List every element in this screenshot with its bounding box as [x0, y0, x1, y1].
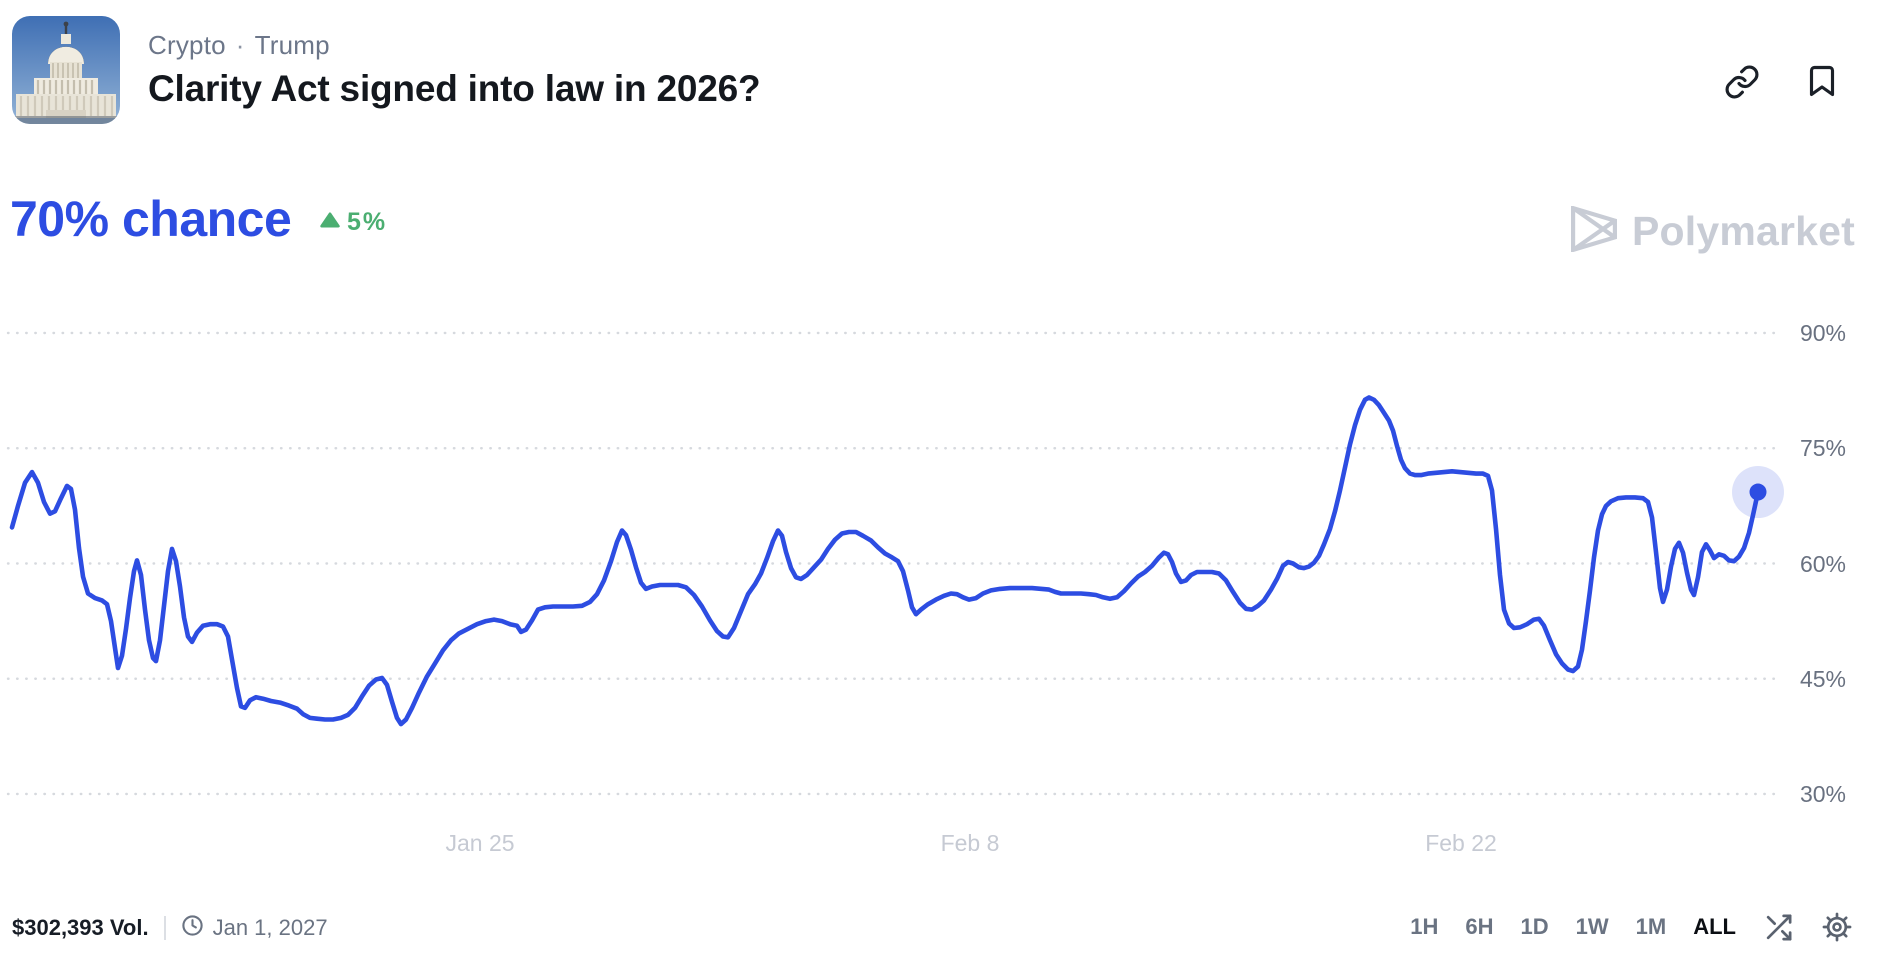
timeframe-1d[interactable]: 1D: [1520, 914, 1549, 939]
breadcrumb-item-trump[interactable]: Trump: [254, 30, 330, 60]
breadcrumb-item-crypto[interactable]: Crypto: [148, 30, 226, 60]
breadcrumb: Crypto · Trump: [148, 30, 330, 61]
change-percent: 5%: [347, 208, 388, 236]
timeframe-6h[interactable]: 6H: [1465, 914, 1494, 939]
y-axis-label: 90%: [1799, 320, 1846, 346]
chance-value: 70% chance: [10, 191, 292, 247]
footer-market-stats: $302,393 Vol. Jan 1, 2027: [12, 913, 328, 943]
bookmark-button[interactable]: [1804, 62, 1840, 100]
link-icon: [1724, 64, 1760, 100]
polymarket-logo-icon: [1568, 205, 1620, 257]
timeframe-selector: 1H 6H 1D 1W 1M ALL: [1410, 914, 1736, 940]
timeframe-1w[interactable]: 1W: [1575, 914, 1609, 939]
current-point: [1749, 483, 1767, 501]
chart-controls: 1H 6H 1D 1W 1M ALL: [1410, 910, 1853, 944]
shuffle-icon: [1766, 914, 1792, 940]
y-axis-label: 75%: [1799, 435, 1846, 462]
market-avatar: [12, 16, 120, 124]
gear-icon: [1822, 912, 1852, 942]
bookmark-icon: [1804, 62, 1840, 100]
timeframe-all[interactable]: ALL: [1693, 914, 1736, 939]
compare-button[interactable]: [1763, 912, 1794, 943]
polymarket-watermark: Polymarket: [1568, 205, 1855, 257]
y-axis-label: 60%: [1799, 550, 1846, 577]
footer-divider: [163, 916, 166, 940]
polymarket-wordmark: Polymarket: [1631, 208, 1855, 254]
settings-button[interactable]: [1821, 911, 1853, 943]
us-capitol-image: [12, 16, 120, 124]
copy-link-button[interactable]: [1724, 64, 1760, 100]
change-badge: 5%: [320, 208, 387, 237]
y-axis-label: 45%: [1799, 665, 1846, 692]
clock-icon: [181, 914, 204, 942]
end-date: Jan 1, 2027: [181, 914, 328, 942]
y-axis-label: 30%: [1799, 781, 1846, 807]
x-axis-label: Jan 25: [445, 830, 515, 856]
trend-up-icon: [320, 212, 340, 233]
probability-line: [9, 395, 1761, 727]
timeframe-1h[interactable]: 1H: [1410, 914, 1439, 939]
end-date-label: Jan 1, 2027: [212, 915, 328, 940]
x-axis-label: Feb 22: [1425, 830, 1497, 856]
volume-label: $302,393 Vol.: [12, 915, 149, 940]
page-title: Clarity Act signed into law in 2026?: [148, 68, 761, 109]
x-axis-label: Feb 8: [940, 830, 1000, 856]
timeframe-1m[interactable]: 1M: [1635, 914, 1667, 939]
breadcrumb-separator: ·: [235, 30, 245, 60]
